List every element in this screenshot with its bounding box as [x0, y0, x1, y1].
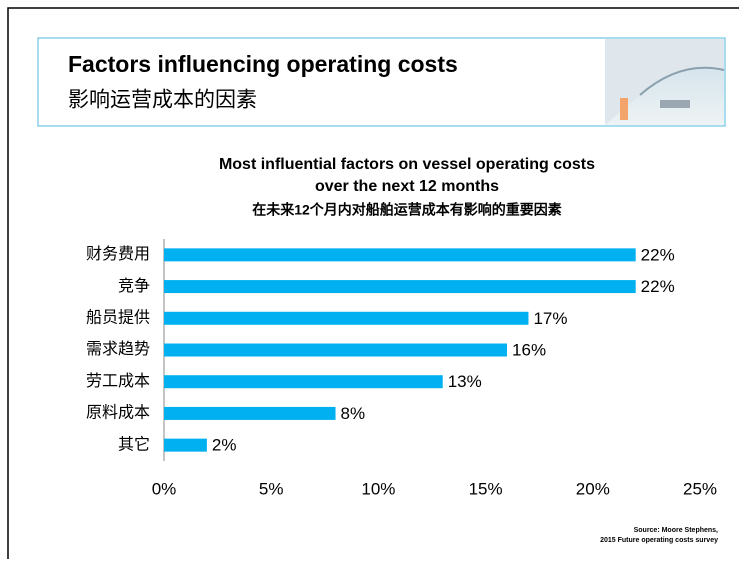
value-label: 13% [448, 372, 482, 391]
bar [164, 343, 508, 357]
bar [164, 406, 336, 420]
header-photo [605, 39, 725, 125]
y-tick-label: 竞争 [118, 277, 150, 295]
chart-subtitle: 在未来12个月内对船舶运营成本有影响的重要因素 [252, 202, 562, 218]
x-tick-label: 15% [469, 479, 503, 498]
header-title: Factors influencing operating costs [68, 51, 458, 77]
value-label: 22% [641, 245, 675, 264]
source-note: 2015 Future operating costs survey [600, 537, 718, 544]
value-label: 8% [341, 404, 366, 423]
x-tick-label: 10% [361, 479, 395, 498]
x-tick-label: 20% [576, 479, 610, 498]
x-tick-label: 0% [152, 479, 177, 498]
y-tick-label: 财务费用 [86, 245, 150, 263]
header-subtitle: 影响运营成本的因素 [68, 89, 257, 112]
y-tick-label: 劳工成本 [86, 372, 150, 390]
bar [164, 248, 636, 262]
bar [164, 311, 529, 325]
value-label: 22% [641, 277, 675, 296]
x-tick-label: 5% [259, 479, 284, 498]
value-label: 2% [212, 436, 237, 455]
bar [164, 280, 636, 294]
source-note: Source: Moore Stephens, [634, 527, 718, 534]
bar [164, 438, 207, 452]
chart-title: over the next 12 months [315, 178, 499, 195]
y-tick-label: 其它 [118, 435, 150, 453]
value-label: 16% [512, 340, 546, 359]
chart-title: Most influential factors on vessel opera… [219, 156, 595, 173]
x-tick-label: 25% [683, 479, 717, 498]
y-tick-label: 原料成本 [86, 404, 150, 422]
y-tick-label: 需求趋势 [86, 340, 150, 358]
value-label: 17% [533, 309, 567, 328]
bar [164, 375, 443, 389]
y-tick-label: 船员提供 [86, 309, 150, 327]
